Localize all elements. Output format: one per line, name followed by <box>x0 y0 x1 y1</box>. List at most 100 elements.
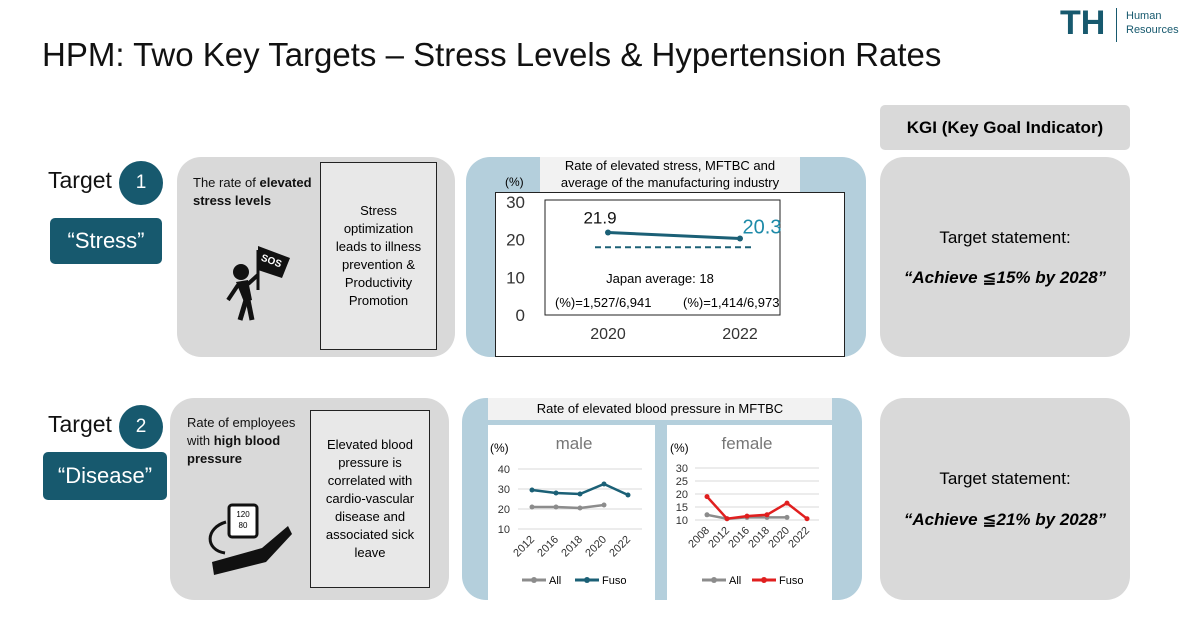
x-tick-label: 2020 <box>583 534 609 560</box>
legend-label: All <box>549 575 561 587</box>
slide-title: HPM: Two Key Targets – Stress Levels & H… <box>42 36 942 73</box>
y-tick-label: 30 <box>506 193 525 212</box>
data-point <box>724 516 730 522</box>
data-point <box>601 502 607 508</box>
legend-swatch <box>531 577 537 583</box>
description-text: The rate of <box>193 175 260 190</box>
x-tick-label: 2020 <box>766 525 792 551</box>
x-tick-label: 2018 <box>746 525 772 551</box>
data-point <box>601 481 607 487</box>
data-point <box>764 512 770 518</box>
y-tick-label: 10 <box>506 268 525 287</box>
data-point <box>744 513 750 519</box>
target-tag: “Stress” <box>50 218 162 264</box>
data-point <box>804 516 810 522</box>
chart-subtitle: female <box>721 434 772 453</box>
description-bold: elevated stress levels <box>193 175 312 208</box>
y-unit: (%) <box>505 175 524 189</box>
data-point <box>529 487 535 493</box>
statement-label: Target statement: <box>939 228 1071 247</box>
description-bold: high blood pressure <box>187 433 281 466</box>
reference-label: Japan average: 18 <box>606 271 714 286</box>
target-label: Target <box>48 167 112 193</box>
data-point <box>784 500 790 506</box>
legend-label: Fuso <box>602 575 626 587</box>
target-tag: “Disease” <box>43 452 167 500</box>
charts-title: Rate of elevated blood pressure in MFTBC <box>488 398 832 420</box>
legend-swatch <box>711 577 717 583</box>
x-tick-label: 2022 <box>607 534 633 560</box>
plot-frame <box>544 199 781 316</box>
data-point <box>737 235 743 242</box>
data-point <box>553 504 559 510</box>
data-point <box>704 512 710 518</box>
x-tick-label: 2022 <box>786 525 812 551</box>
x-tick-label: 2012 <box>706 525 732 551</box>
value-label: 20.3 <box>743 217 782 239</box>
chart-subtitle: male <box>556 434 593 453</box>
legend-label: Fuso <box>779 575 803 587</box>
x-tick-label: 2008 <box>686 525 712 551</box>
statement: “Achieve ≦15% by 2028” <box>903 268 1107 287</box>
y-tick-label: 30 <box>676 463 688 475</box>
data-point <box>704 494 710 500</box>
statement: “Achieve ≦21% by 2028” <box>903 510 1107 529</box>
sos-icon: SOS <box>226 246 290 321</box>
icon-text: 80 <box>239 521 248 530</box>
statement-label: Target statement: <box>939 469 1071 488</box>
data-point <box>625 492 631 498</box>
legend-label: All <box>729 575 741 587</box>
y-tick-label: 15 <box>676 502 688 514</box>
description: Rate of employees with high blood pressu… <box>187 414 305 468</box>
value-label: 21.9 <box>583 209 616 228</box>
chart-title: Rate of elevated stress, MFTBC and avera… <box>540 157 800 192</box>
data-point <box>577 505 583 511</box>
y-unit: (%) <box>670 441 689 455</box>
target-number: 2 <box>119 405 163 449</box>
x-tick-label: 2016 <box>535 534 561 560</box>
icon-text: 120 <box>236 510 250 519</box>
x-tick-label: 2020 <box>590 326 626 343</box>
chart-area <box>667 425 832 600</box>
data-point <box>553 490 559 496</box>
y-tick-label: 20 <box>676 489 688 501</box>
legend-swatch <box>761 577 767 583</box>
bp-icon: 120 80 <box>208 503 292 575</box>
target-number: 1 <box>119 161 163 205</box>
chart-area <box>488 425 655 600</box>
logo-text: Human Resources <box>1126 10 1179 36</box>
effect-box: Stress optimization leads to illness pre… <box>320 162 437 350</box>
kgi-label: KGI (Key Goal Indicator) <box>880 105 1130 150</box>
y-tick-label: 0 <box>516 306 525 325</box>
data-point <box>577 491 583 497</box>
logo-divider <box>1116 8 1117 42</box>
x-tick-label: 2016 <box>726 525 752 551</box>
x-tick-label: 2012 <box>511 534 537 560</box>
series-line <box>607 231 741 241</box>
series-line <box>706 495 808 521</box>
target-label: Target <box>48 411 112 437</box>
y-tick-label: 10 <box>676 515 688 527</box>
chart-area <box>495 192 845 357</box>
y-tick-label: 30 <box>498 484 510 496</box>
series-line <box>532 503 605 510</box>
y-tick-label: 20 <box>506 231 525 250</box>
x-tick-label: 2018 <box>559 534 585 560</box>
kgi-panel <box>880 157 1130 357</box>
y-tick-label: 10 <box>498 524 510 536</box>
description: The rate of elevated stress levels <box>193 174 321 210</box>
x-tick-label: 2022 <box>722 326 758 343</box>
data-point <box>784 514 790 520</box>
legend-swatch <box>584 577 590 583</box>
kgi-panel <box>880 398 1130 600</box>
sample-note: (%)=1,414/6,973 <box>683 295 779 310</box>
effect-box: Elevated blood pressure is correlated wi… <box>310 410 430 588</box>
y-unit: (%) <box>490 441 509 455</box>
data-point <box>605 229 611 236</box>
logo: TH <box>1060 4 1106 42</box>
description-text: Rate of employees with <box>187 415 296 448</box>
y-tick-label: 40 <box>498 464 510 476</box>
y-tick-label: 20 <box>498 504 510 516</box>
